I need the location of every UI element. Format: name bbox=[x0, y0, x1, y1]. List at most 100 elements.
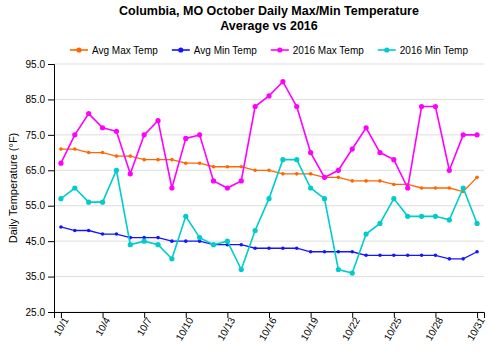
point bbox=[280, 157, 285, 162]
x-axis: 10/110/410/710/1010/1310/1610/1910/2210/… bbox=[52, 312, 488, 343]
point bbox=[461, 257, 465, 261]
point bbox=[253, 228, 258, 233]
point bbox=[308, 150, 313, 155]
point bbox=[128, 154, 132, 158]
y-tick-label: 55.0 bbox=[26, 200, 46, 211]
series bbox=[58, 157, 479, 276]
point bbox=[142, 158, 146, 162]
point bbox=[58, 196, 63, 201]
x-tick: 10/13 bbox=[215, 312, 237, 343]
point bbox=[322, 175, 327, 180]
point bbox=[433, 214, 438, 219]
y-tick-label: 75.0 bbox=[26, 130, 46, 141]
point bbox=[420, 186, 424, 190]
point bbox=[447, 217, 452, 222]
point bbox=[239, 267, 244, 272]
point bbox=[266, 196, 271, 201]
point bbox=[59, 225, 63, 229]
point bbox=[363, 125, 368, 130]
point bbox=[225, 239, 230, 244]
x-tick: 10/22 bbox=[340, 312, 362, 343]
point bbox=[184, 161, 188, 165]
point bbox=[433, 104, 438, 109]
x-tick: 10/31 bbox=[465, 312, 487, 343]
point bbox=[155, 242, 160, 247]
point bbox=[73, 147, 77, 151]
grid-line bbox=[54, 241, 484, 242]
point bbox=[391, 157, 396, 162]
point bbox=[156, 236, 160, 240]
point bbox=[461, 185, 466, 190]
point bbox=[448, 186, 452, 190]
point bbox=[474, 132, 479, 137]
point bbox=[115, 232, 119, 236]
point bbox=[253, 104, 258, 109]
x-tick-label: 10/22 bbox=[340, 315, 362, 343]
point bbox=[419, 214, 424, 219]
point bbox=[87, 229, 91, 233]
point bbox=[225, 185, 230, 190]
point bbox=[391, 196, 396, 201]
x-tick-label: 10/28 bbox=[423, 315, 445, 343]
y-tick: 95.0 bbox=[26, 59, 54, 70]
y-tick-label: 95.0 bbox=[26, 59, 46, 70]
y-axis: 25.035.045.055.065.075.085.095.0 bbox=[26, 59, 55, 318]
point bbox=[294, 104, 299, 109]
point bbox=[212, 243, 216, 247]
series bbox=[58, 79, 479, 190]
title-line: Columbia, MO October Daily Max/Min Tempe… bbox=[119, 4, 419, 18]
legend-label: 2016 Min Temp bbox=[400, 45, 469, 56]
y-tick-label: 65.0 bbox=[26, 165, 46, 176]
point bbox=[405, 214, 410, 219]
point bbox=[377, 150, 382, 155]
x-tick: 10/7 bbox=[135, 312, 154, 338]
point bbox=[58, 161, 63, 166]
y-tick-label: 45.0 bbox=[26, 236, 46, 247]
point bbox=[337, 250, 341, 254]
y-tick-mark bbox=[48, 170, 54, 171]
line bbox=[61, 160, 477, 273]
y-tick-mark bbox=[48, 312, 54, 313]
point bbox=[266, 93, 271, 98]
series bbox=[59, 147, 479, 193]
legend: Avg Max TempAvg Min Temp2016 Max Temp201… bbox=[70, 45, 468, 56]
y-tick-mark bbox=[48, 64, 54, 65]
x-tick-label: 10/25 bbox=[382, 315, 404, 343]
point bbox=[72, 185, 77, 190]
x-tick-label: 10/1 bbox=[52, 315, 71, 338]
point bbox=[308, 185, 313, 190]
y-tick: 75.0 bbox=[26, 130, 54, 141]
grid-line bbox=[54, 99, 484, 100]
point bbox=[323, 250, 327, 254]
point bbox=[364, 179, 368, 183]
point bbox=[198, 161, 202, 165]
point bbox=[211, 178, 216, 183]
point bbox=[86, 111, 91, 116]
legend-marker bbox=[384, 47, 389, 52]
legend-item: 2016 Min Temp bbox=[378, 45, 469, 56]
point bbox=[197, 235, 202, 240]
point bbox=[420, 254, 424, 258]
point bbox=[170, 158, 174, 162]
legend-item: 2016 Max Temp bbox=[271, 45, 364, 56]
point bbox=[336, 267, 341, 272]
point bbox=[267, 168, 271, 172]
point bbox=[281, 246, 285, 250]
point bbox=[363, 231, 368, 236]
x-tick: 10/25 bbox=[382, 312, 404, 343]
legend-item: Avg Max Temp bbox=[70, 45, 158, 56]
point bbox=[350, 270, 355, 275]
point bbox=[100, 125, 105, 130]
x-tick-label: 10/31 bbox=[465, 315, 487, 343]
legend-marker bbox=[76, 47, 81, 52]
x-tick: 10/19 bbox=[298, 312, 320, 343]
legend-label: 2016 Max Temp bbox=[293, 45, 364, 56]
point bbox=[337, 176, 341, 180]
point bbox=[253, 168, 257, 172]
point bbox=[280, 79, 285, 84]
point bbox=[364, 254, 368, 258]
y-tick: 35.0 bbox=[26, 271, 54, 282]
y-tick-label: 25.0 bbox=[26, 307, 46, 318]
point bbox=[253, 246, 257, 250]
point bbox=[212, 165, 216, 169]
